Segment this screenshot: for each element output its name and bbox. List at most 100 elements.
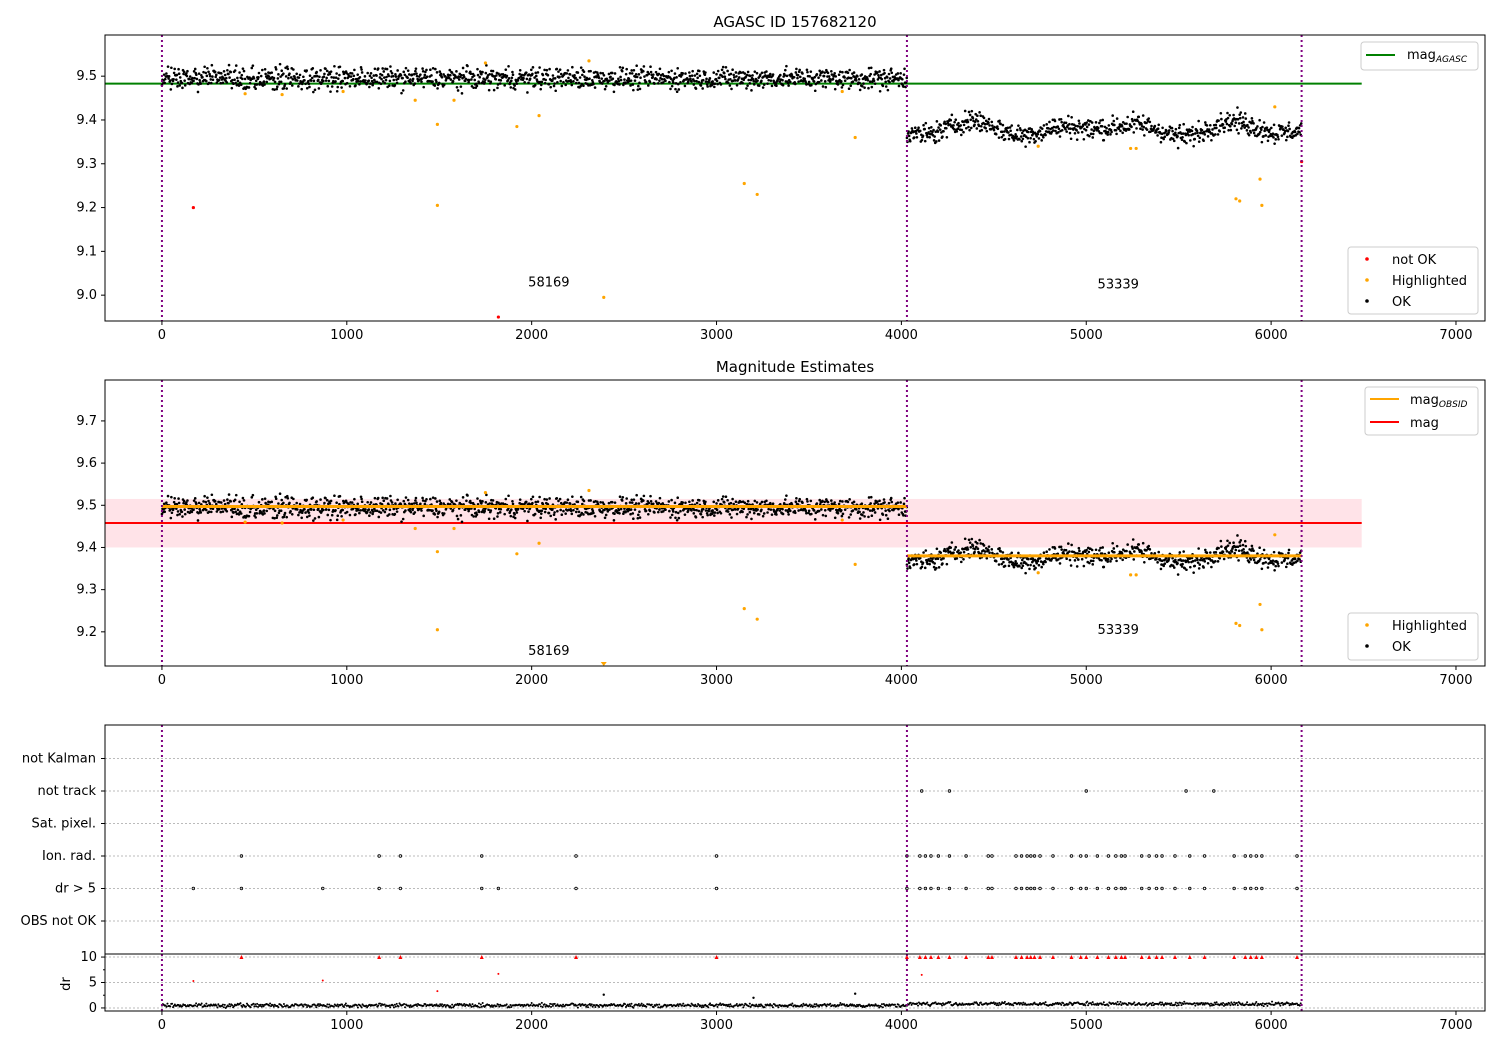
ok-point	[1267, 139, 1270, 142]
ok-point	[1236, 129, 1239, 132]
flag-point	[991, 855, 994, 858]
flag-point	[399, 855, 402, 858]
ok-point	[745, 516, 748, 519]
highlighted-point	[436, 204, 439, 207]
ok-point	[756, 508, 759, 511]
ok-point	[844, 508, 847, 511]
flag-point	[1052, 887, 1055, 890]
highlighted-point	[1234, 197, 1237, 200]
dr-point	[645, 1006, 647, 1008]
ok-point	[823, 75, 826, 78]
ok-point	[1090, 560, 1093, 563]
ok-point	[1272, 559, 1275, 562]
ok-point	[1209, 124, 1212, 127]
ok-point	[1260, 128, 1263, 131]
flag-point	[1203, 887, 1206, 890]
dr-point	[530, 1004, 532, 1006]
ok-point	[801, 72, 804, 75]
ok-point	[671, 514, 674, 517]
ok-point	[1115, 133, 1118, 136]
ok-point	[360, 66, 363, 69]
ok-point	[1091, 121, 1094, 124]
highlighted-point	[1129, 573, 1132, 576]
ok-point	[1110, 131, 1113, 134]
ok-point	[323, 75, 326, 78]
ok-point	[543, 69, 546, 72]
ok-point	[824, 515, 827, 518]
ok-point	[713, 514, 716, 517]
ok-point	[1111, 114, 1114, 117]
ok-point	[808, 75, 811, 78]
ok-point	[1253, 132, 1256, 135]
ok-point	[592, 83, 595, 86]
ok-point	[411, 73, 414, 76]
ok-point	[1054, 547, 1057, 550]
ok-point	[1215, 551, 1218, 554]
ok-point	[890, 501, 893, 504]
ok-point	[184, 513, 187, 516]
obsid-label: 58169	[528, 644, 569, 659]
ok-point	[337, 77, 340, 80]
flag-point	[1155, 855, 1158, 858]
ok-point	[1281, 125, 1284, 128]
ok-point	[197, 91, 200, 94]
ok-point	[406, 76, 409, 79]
ok-point	[1182, 550, 1185, 553]
ok-point	[1164, 136, 1167, 139]
ok-point	[364, 75, 367, 78]
ok-point	[938, 139, 941, 142]
ok-point	[1273, 142, 1276, 145]
ok-point	[681, 72, 684, 75]
ok-point	[396, 81, 399, 84]
ok-point	[1090, 128, 1093, 131]
ok-point	[209, 75, 212, 78]
ok-point	[1220, 540, 1223, 543]
ok-point	[389, 80, 392, 83]
ok-point	[594, 515, 597, 518]
ok-point	[389, 65, 392, 68]
ok-point	[556, 497, 559, 500]
ok-point	[333, 494, 336, 497]
ok-point	[167, 495, 170, 498]
ok-point	[308, 83, 311, 86]
dr-point	[393, 1006, 395, 1008]
ok-point	[657, 511, 660, 514]
ok-point	[1083, 565, 1086, 568]
ok-point	[165, 501, 168, 504]
ok-point	[1277, 138, 1280, 141]
ok-point	[1226, 550, 1229, 553]
ok-point	[1100, 132, 1103, 135]
ok-point	[634, 79, 637, 82]
highlighted-point	[1234, 622, 1237, 625]
ok-point	[334, 509, 337, 512]
ok-point	[921, 566, 924, 569]
ok-point	[225, 77, 228, 80]
ok-point	[1110, 558, 1113, 561]
ok-point	[988, 124, 991, 127]
ok-point	[897, 501, 900, 504]
ok-point	[1215, 127, 1218, 130]
ok-point	[890, 67, 893, 70]
ok-point	[176, 514, 179, 517]
ok-point	[1065, 121, 1068, 124]
ok-point	[589, 70, 592, 73]
ok-point	[842, 513, 845, 516]
ok-point	[625, 502, 628, 505]
ok-point	[978, 552, 981, 555]
ok-point	[1132, 110, 1135, 113]
ok-point	[511, 76, 514, 79]
ok-point	[882, 513, 885, 516]
ok-point	[541, 81, 544, 84]
flag-point	[1015, 887, 1018, 890]
flag-point	[715, 855, 718, 858]
ok-point	[377, 516, 380, 519]
ok-point	[915, 559, 918, 562]
ok-point	[987, 122, 990, 125]
ok-point	[1226, 539, 1229, 542]
ok-point	[1187, 561, 1190, 564]
ok-point	[862, 82, 865, 85]
ok-point	[868, 496, 871, 499]
ok-point	[763, 512, 766, 515]
ok-point	[291, 513, 294, 516]
ok-point	[1181, 565, 1184, 568]
